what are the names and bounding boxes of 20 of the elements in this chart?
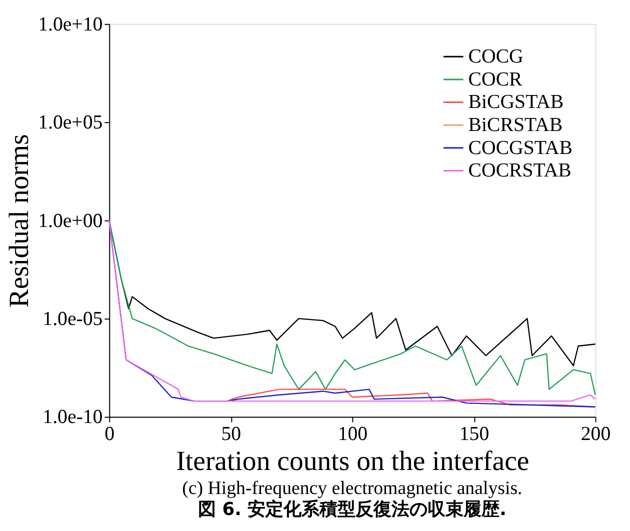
y-axis-title: Residual norms xyxy=(4,134,36,308)
legend-label: COCRSTAB xyxy=(468,160,572,182)
y-tick-label: 1.0e-10 xyxy=(42,406,103,428)
y-tick-label: 1.0e+05 xyxy=(38,112,103,134)
x-axis-title: Iteration counts on the interface xyxy=(176,446,530,477)
x-tick-label: 100 xyxy=(338,423,368,446)
legend-label: COCG xyxy=(468,46,524,68)
legend-label: COCGSTAB xyxy=(468,136,572,159)
legend-label: BiCGSTAB xyxy=(468,91,564,114)
x-tick-label: 50 xyxy=(221,423,242,446)
y-tick-label: 1.0e+10 xyxy=(38,13,103,36)
y-tick-label: 1.0e-05 xyxy=(42,308,103,330)
x-tick-label: 0 xyxy=(104,423,115,446)
legend-label: COCR xyxy=(468,68,524,90)
x-tick-label: 200 xyxy=(580,423,611,446)
text: (c) High-frequency electromagnetic analysis. xyxy=(182,478,522,500)
x-tick-label: 150 xyxy=(459,423,490,446)
y-tick-label: 1.0e+00 xyxy=(38,210,103,232)
legend-label: BiCRSTAB xyxy=(468,114,563,136)
caption: 図 6. 安定化系積型反復法の収束履歴. xyxy=(198,499,506,520)
